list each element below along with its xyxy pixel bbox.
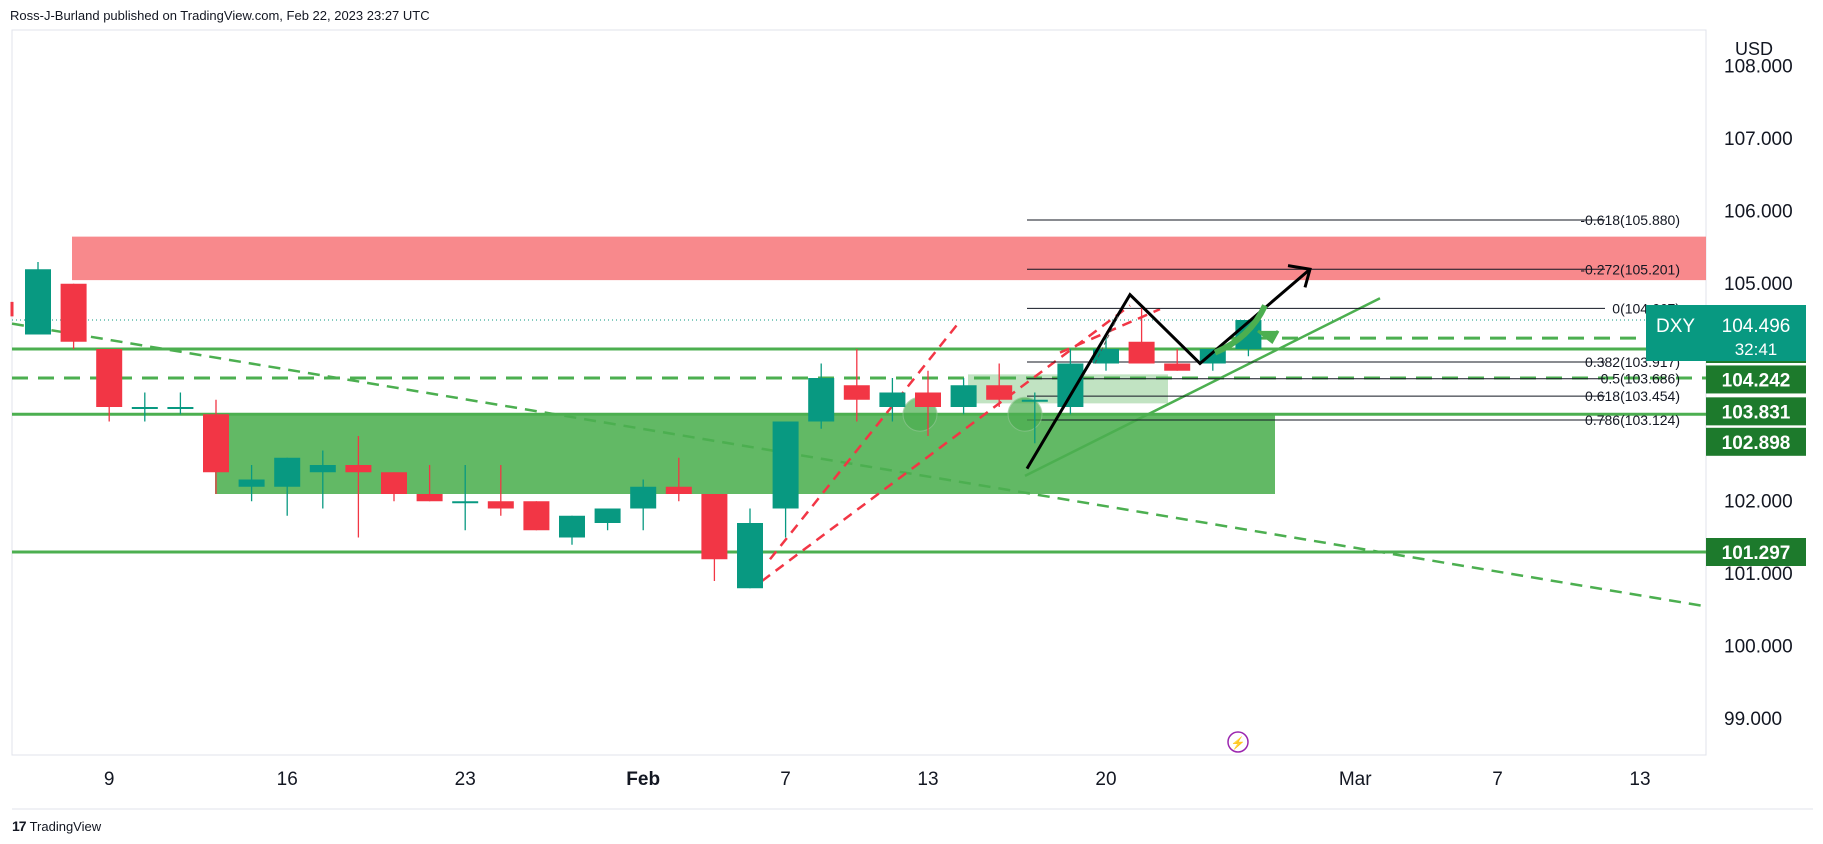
countdown-label: 32:41 — [1735, 340, 1778, 359]
x-tick-label: Mar — [1339, 769, 1372, 790]
x-tick-label: 7 — [1492, 769, 1503, 790]
candle-up — [131, 407, 158, 409]
candle-up — [1021, 399, 1048, 402]
lightning-glyph: ⚡ — [1231, 736, 1246, 750]
candle-down — [487, 501, 514, 509]
candle-up — [879, 392, 906, 407]
candle-up — [238, 479, 265, 487]
price-tag — [1706, 427, 1806, 456]
candle-down — [416, 494, 443, 502]
price-tag-label: 101.297 — [1722, 543, 1791, 564]
price-tag — [1706, 397, 1806, 426]
projection-path — [1025, 268, 1311, 470]
y-tick-label: 102.000 — [1724, 491, 1793, 512]
projection-arrow-head — [1287, 264, 1312, 288]
candle-up — [167, 407, 194, 409]
symbol-price-box — [1646, 305, 1806, 361]
fib-anchor-line — [1094, 316, 1119, 364]
candle-down — [60, 283, 87, 342]
y-tick-label: 107.000 — [1724, 129, 1793, 150]
fib-label: 0.786(103.124) — [1585, 412, 1680, 428]
candle-up — [1057, 363, 1084, 407]
price-tag-label: 102.898 — [1722, 433, 1791, 454]
x-tick-label: 7 — [780, 769, 791, 790]
candle-up — [808, 378, 835, 422]
candle-up — [737, 523, 763, 589]
lightning-icon[interactable] — [1227, 731, 1249, 753]
candle-up — [1235, 320, 1262, 349]
candle-down — [203, 414, 229, 473]
tradingview-brand-label: TradingView — [29, 818, 102, 834]
resistance-zone — [72, 236, 1706, 281]
candle-down — [986, 385, 1013, 400]
candle-down — [381, 472, 407, 494]
candle-up — [950, 385, 977, 407]
candle-down — [1128, 341, 1155, 364]
y-tick-label: 101.000 — [1724, 564, 1793, 585]
candle-up — [452, 501, 479, 504]
price-tag-label: 104.242 — [1722, 370, 1791, 391]
x-tick-label: 13 — [917, 769, 938, 790]
green-arrow-head — [1257, 329, 1280, 345]
fib-label: 0.5(103.686) — [1601, 371, 1680, 387]
price-tag — [1706, 538, 1806, 566]
y-tick-label: 108.000 — [1724, 56, 1793, 77]
symbol-label: DXY — [1656, 316, 1695, 337]
y-tick-label: 105.000 — [1724, 274, 1793, 295]
candle-up — [274, 457, 301, 487]
y-tick-label: 100.000 — [1724, 636, 1793, 657]
tradingview-logo: 17 TradingView — [12, 818, 101, 834]
fib-label: -0.272(105.201) — [1580, 261, 1680, 277]
candle-up — [559, 515, 585, 538]
green-swing-arrow — [1213, 304, 1268, 356]
candle-down — [523, 501, 550, 531]
candle-up — [25, 269, 51, 335]
bounce-marker — [1007, 396, 1043, 432]
candle-down — [915, 392, 941, 407]
channel-lower-line — [761, 304, 1131, 583]
x-tick-label: 23 — [455, 769, 476, 790]
price-tag — [1706, 365, 1806, 394]
price-tag-label: 103.831 — [1722, 402, 1791, 423]
x-tick-label: 13 — [1629, 769, 1650, 790]
y-tick-label: 99.000 — [1724, 709, 1782, 730]
candle-down — [345, 465, 372, 473]
candle-up — [594, 508, 621, 523]
candle-up — [1093, 349, 1119, 364]
candle-down — [701, 494, 728, 560]
x-tick-label: 16 — [277, 769, 298, 790]
x-tick-label: 20 — [1095, 769, 1116, 790]
currency-label: USD — [1735, 39, 1773, 59]
publisher-attribution: Ross-J-Burland published on TradingView.… — [10, 8, 430, 23]
candle-down — [665, 486, 692, 494]
y-tick-label: 106.000 — [1724, 201, 1793, 222]
candle-down — [1164, 363, 1191, 371]
candle-up — [309, 465, 336, 473]
candle-down — [96, 349, 123, 407]
candle-up — [772, 421, 799, 509]
ascending-trendline — [1024, 297, 1381, 477]
candle-up — [630, 486, 657, 509]
support-zone — [215, 414, 1275, 494]
candle-down — [843, 385, 870, 400]
x-tick-label: Feb — [626, 769, 660, 790]
fib-label: 0.618(103.454) — [1585, 388, 1680, 404]
descending-trendline — [11, 322, 1707, 608]
last-price-label: 104.496 — [1722, 316, 1791, 337]
fib-label: -0.618(105.880) — [1580, 212, 1680, 228]
x-tick-label: 9 — [104, 769, 115, 790]
tv-brand-icon: 17 — [12, 818, 27, 834]
